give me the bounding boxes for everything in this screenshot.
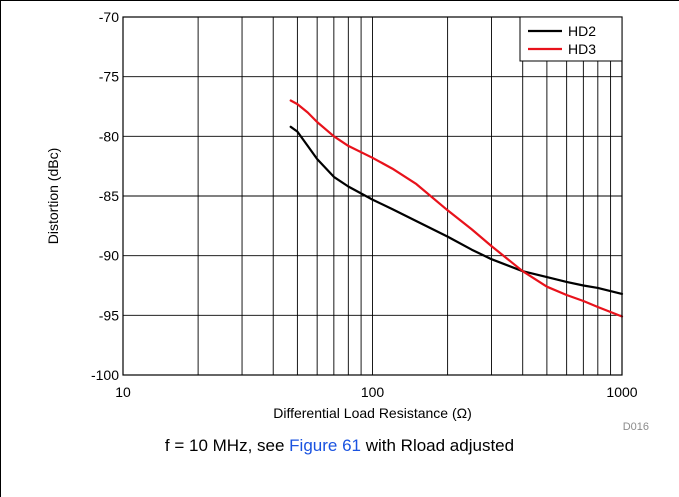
y-tick-label: -70 <box>99 9 119 25</box>
grid <box>123 17 622 375</box>
y-tick-label: -95 <box>99 307 119 323</box>
series-line-hd2 <box>289 125 624 295</box>
y-axis-label: Distortion (dBc) <box>45 148 61 244</box>
y-tick-label: -85 <box>99 188 119 204</box>
x-tick-label: 10 <box>115 384 131 400</box>
y-tick-label: -80 <box>99 128 119 144</box>
x-tick-label: 1000 <box>606 384 637 400</box>
page-frame-top <box>0 0 679 1</box>
legend-box <box>519 16 623 62</box>
figure-id: D016 <box>623 421 649 430</box>
figure-link[interactable]: Figure 61 <box>289 436 361 455</box>
plot-area-frame <box>122 16 623 376</box>
y-tick-label: -75 <box>99 69 119 85</box>
series-line-hd3 <box>289 99 624 318</box>
x-axis-label: Differential Load Resistance (Ω) <box>273 405 472 421</box>
series-lines <box>289 99 624 318</box>
figure-caption: f = 10 MHz, see Figure 61 with Rload adj… <box>0 436 679 456</box>
x-tick-label: 100 <box>361 384 385 400</box>
y-tick-label: -100 <box>91 367 119 383</box>
legend-label-hd3: HD3 <box>568 41 596 57</box>
legend-label-hd2: HD2 <box>568 23 596 39</box>
caption-prefix: f = 10 MHz, see <box>164 436 290 455</box>
page-frame-left <box>0 0 1 497</box>
y-tick-label: -90 <box>99 248 119 264</box>
caption-suffix: with Rload adjusted <box>360 436 515 455</box>
